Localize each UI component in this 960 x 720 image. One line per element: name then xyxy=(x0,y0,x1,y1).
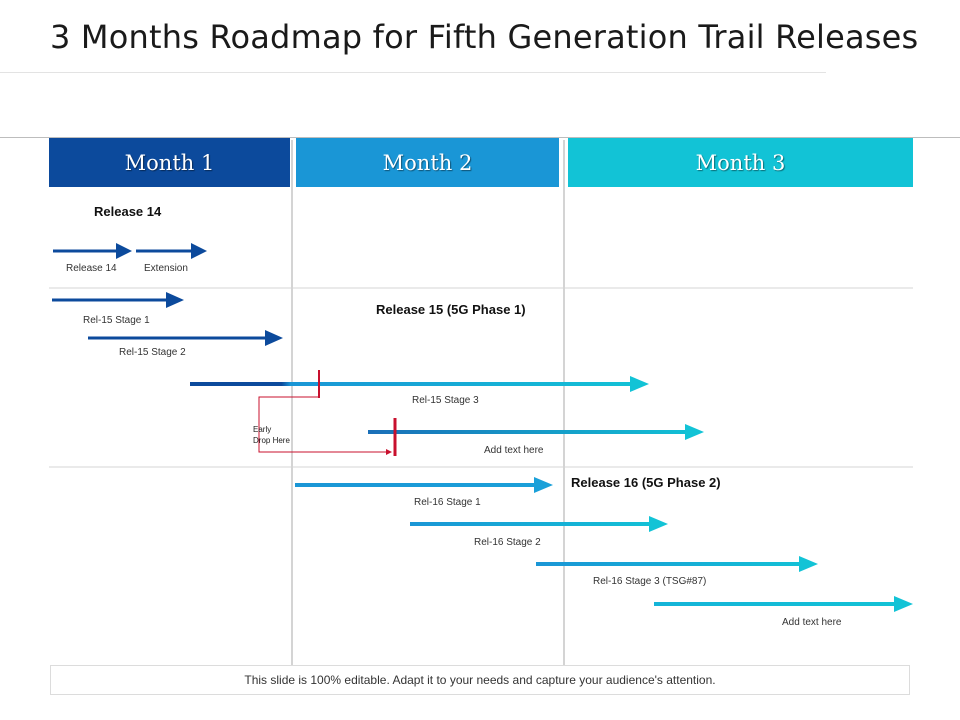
rel16-stage3-label: Rel-16 Stage 3 (TSG#87) xyxy=(593,576,706,587)
release-15-heading: Release 15 (5G Phase 1) xyxy=(376,302,526,317)
rel15-stage1-arrow xyxy=(52,292,184,308)
slide-title: 3 Months Roadmap for Fifth Generation Tr… xyxy=(50,18,919,56)
release-14-heading: Release 14 xyxy=(94,204,162,219)
title-divider xyxy=(0,72,826,73)
rel16-stage3-arrow xyxy=(536,556,818,572)
rel16-stage1-arrow xyxy=(295,477,553,493)
month-2-header: Month 2 xyxy=(296,138,559,187)
rel16-add-arrow xyxy=(654,596,913,612)
rel15-stage3-label: Rel-15 Stage 3 xyxy=(412,395,479,406)
rel16-stage1-label: Rel-16 Stage 1 xyxy=(414,497,481,508)
rel15-stage3-arrow xyxy=(190,370,649,398)
month-1-header: Month 1 xyxy=(49,138,290,187)
rel15-stage2-label: Rel-15 Stage 2 xyxy=(119,347,186,358)
rel15-stage2-arrow xyxy=(88,330,283,346)
early-drop-note-line1: Early xyxy=(253,425,271,434)
early-drop-note-line2: Drop Here xyxy=(253,436,290,445)
rel16-add-text: Add text here xyxy=(782,617,842,628)
rel15-add-arrow xyxy=(368,418,704,456)
rel15-stage1-label: Rel-15 Stage 1 xyxy=(83,315,150,326)
rel15-add-text: Add text here xyxy=(484,445,544,456)
rel16-stage2-label: Rel-16 Stage 2 xyxy=(474,537,541,548)
header-divider xyxy=(0,137,960,138)
release-14-arrow xyxy=(53,243,132,259)
month-3-header: Month 3 xyxy=(568,138,913,187)
extension-arrow xyxy=(136,243,207,259)
release-16-heading: Release 16 (5G Phase 2) xyxy=(571,475,721,490)
footer-note: This slide is 100% editable. Adapt it to… xyxy=(50,665,910,695)
release-14-label: Release 14 xyxy=(66,263,117,274)
early-drop-connector xyxy=(258,396,392,455)
rel16-stage2-arrow xyxy=(410,516,668,532)
extension-label: Extension xyxy=(144,263,188,274)
